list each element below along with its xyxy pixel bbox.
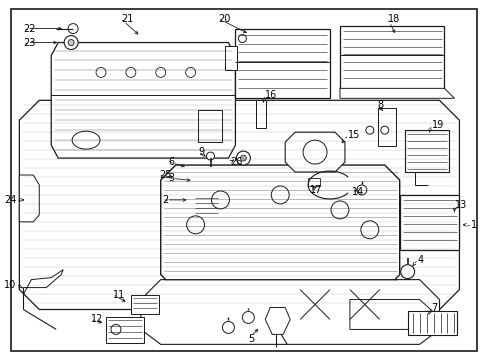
Circle shape (156, 67, 165, 77)
Circle shape (185, 67, 195, 77)
Bar (377, 108, 395, 146)
Text: 9: 9 (198, 147, 204, 157)
Text: 1: 1 (470, 220, 476, 230)
Bar (192, 195, 220, 217)
Text: 10: 10 (4, 280, 16, 289)
Circle shape (271, 186, 288, 204)
Text: 25: 25 (159, 170, 171, 180)
Circle shape (111, 324, 121, 334)
Text: 23: 23 (23, 37, 36, 48)
Circle shape (125, 67, 136, 77)
Bar (235, 28, 329, 98)
Text: 21: 21 (121, 14, 133, 24)
Bar (178, 175, 192, 185)
Polygon shape (51, 42, 235, 158)
Text: 17: 17 (309, 185, 322, 195)
Circle shape (186, 216, 204, 234)
Bar (106, 318, 143, 343)
Text: 8: 8 (377, 100, 383, 110)
Text: 3: 3 (168, 173, 175, 183)
Text: 18: 18 (387, 14, 399, 24)
Circle shape (365, 126, 373, 134)
Circle shape (222, 321, 234, 333)
Text: 19: 19 (431, 120, 443, 130)
Bar (339, 26, 444, 90)
Circle shape (236, 151, 250, 165)
Circle shape (96, 67, 106, 77)
Text: 5: 5 (248, 334, 254, 345)
Circle shape (68, 40, 74, 45)
Text: 14: 14 (351, 187, 364, 197)
Polygon shape (285, 132, 344, 172)
Circle shape (360, 221, 378, 239)
Circle shape (206, 152, 214, 160)
Text: 15: 15 (347, 130, 360, 140)
Circle shape (303, 140, 326, 164)
Circle shape (202, 177, 208, 183)
Circle shape (242, 311, 254, 323)
Bar (256, 100, 266, 128)
Polygon shape (339, 88, 453, 98)
Text: 11: 11 (113, 289, 125, 300)
Polygon shape (349, 300, 439, 329)
Circle shape (238, 35, 246, 42)
Text: 7: 7 (431, 302, 437, 312)
Polygon shape (141, 280, 439, 345)
Bar (225, 45, 237, 71)
Circle shape (64, 36, 78, 50)
Text: 12: 12 (91, 314, 103, 324)
Ellipse shape (72, 131, 100, 149)
Circle shape (356, 185, 366, 195)
Bar (188, 165, 202, 179)
Bar (399, 195, 459, 250)
Circle shape (68, 24, 78, 33)
Circle shape (198, 173, 212, 187)
Polygon shape (161, 165, 399, 289)
Bar (407, 311, 456, 336)
Circle shape (240, 155, 246, 161)
Bar (404, 130, 448, 172)
Circle shape (400, 265, 414, 279)
Polygon shape (23, 270, 63, 294)
Text: 16: 16 (265, 90, 277, 100)
Text: 4: 4 (417, 255, 423, 265)
Text: 26: 26 (230, 157, 243, 167)
Polygon shape (20, 100, 459, 310)
Text: 24: 24 (4, 195, 16, 205)
Bar (131, 294, 159, 315)
Text: 22: 22 (23, 24, 36, 33)
Bar (307, 178, 319, 186)
Circle shape (211, 191, 229, 209)
Bar (197, 110, 222, 142)
Polygon shape (20, 175, 39, 222)
Text: 2: 2 (163, 195, 169, 205)
Polygon shape (265, 307, 289, 334)
Circle shape (330, 201, 348, 219)
Text: 20: 20 (218, 14, 230, 24)
Text: 13: 13 (453, 200, 466, 210)
Text: 6: 6 (168, 157, 175, 167)
Circle shape (380, 126, 388, 134)
